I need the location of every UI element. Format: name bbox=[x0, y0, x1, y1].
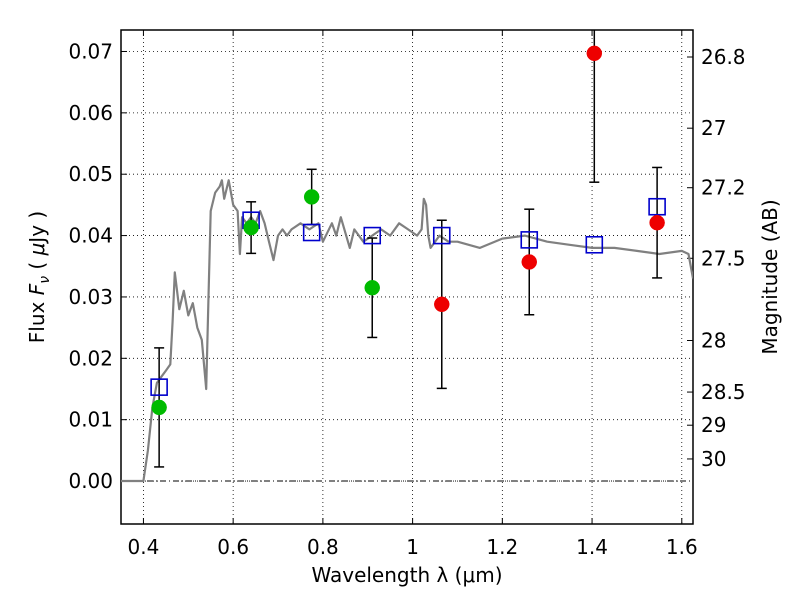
photometry-point bbox=[243, 219, 259, 236]
y-tick-label: 0.01 bbox=[68, 408, 113, 432]
y2-tick-label: 30 bbox=[701, 447, 726, 471]
photometry-point bbox=[151, 399, 167, 416]
axis-ticks: 0.4 0.6 0.8 1 1.2 1.4 1.6 0.00 0.01 0.02 0.03 0.04 0… bbox=[68, 30, 746, 559]
plot-frame bbox=[120, 29, 694, 525]
y2-tick-label: 28.5 bbox=[701, 380, 746, 404]
y-tick-label: 0.06 bbox=[68, 101, 113, 125]
model-square-marker bbox=[302, 223, 321, 242]
y2-tick-label: 28 bbox=[701, 329, 726, 353]
y-tick-label: 0.03 bbox=[68, 285, 113, 309]
x-tick-label: 1.4 bbox=[576, 535, 608, 559]
y-tick-label: 0.00 bbox=[68, 469, 113, 493]
photometry-point bbox=[649, 214, 665, 231]
y-tick-label: 0.05 bbox=[68, 162, 113, 186]
photometry-point bbox=[434, 296, 450, 313]
x-tick-label: 1.6 bbox=[666, 535, 698, 559]
photometry-point bbox=[303, 189, 320, 205]
y2-tick-label: 29 bbox=[701, 413, 726, 437]
plot-area bbox=[121, 30, 693, 483]
y2-tick-label: 26.8 bbox=[701, 45, 746, 69]
model-square-marker bbox=[520, 231, 539, 249]
model-square-marker bbox=[363, 226, 382, 245]
model-square-marker bbox=[585, 235, 604, 254]
model-square-marker bbox=[432, 226, 451, 245]
y-tick-label: 0.04 bbox=[68, 224, 113, 248]
spectrum-line bbox=[121, 179, 693, 483]
y-axis-title: Flux Fν ( μJy ) bbox=[25, 211, 53, 343]
y2-tick-label: 27.2 bbox=[701, 176, 746, 200]
data-series bbox=[121, 30, 693, 483]
y2-tick-label: 27.5 bbox=[701, 246, 746, 270]
photometry-point bbox=[586, 45, 603, 62]
x-axis-title: Wavelength λ (μm) bbox=[311, 563, 502, 587]
y-tick-label: 0.02 bbox=[68, 346, 113, 370]
y2-axis-title: Magnitude (AB) bbox=[758, 199, 782, 354]
x-tick-label: 1.2 bbox=[486, 535, 518, 559]
y-tick-label: 0.07 bbox=[68, 39, 113, 63]
grid bbox=[121, 30, 693, 524]
photometry-point bbox=[521, 254, 538, 270]
x-tick-label: 0.6 bbox=[217, 535, 249, 559]
x-tick-label: 0.4 bbox=[128, 535, 160, 559]
photometry-point bbox=[364, 279, 380, 296]
x-tick-label: 1 bbox=[406, 535, 419, 559]
model-square-marker bbox=[150, 378, 168, 396]
x-tick-label: 0.8 bbox=[307, 535, 339, 559]
model-square-marker bbox=[648, 197, 666, 216]
y2-tick-label: 27 bbox=[701, 116, 726, 140]
